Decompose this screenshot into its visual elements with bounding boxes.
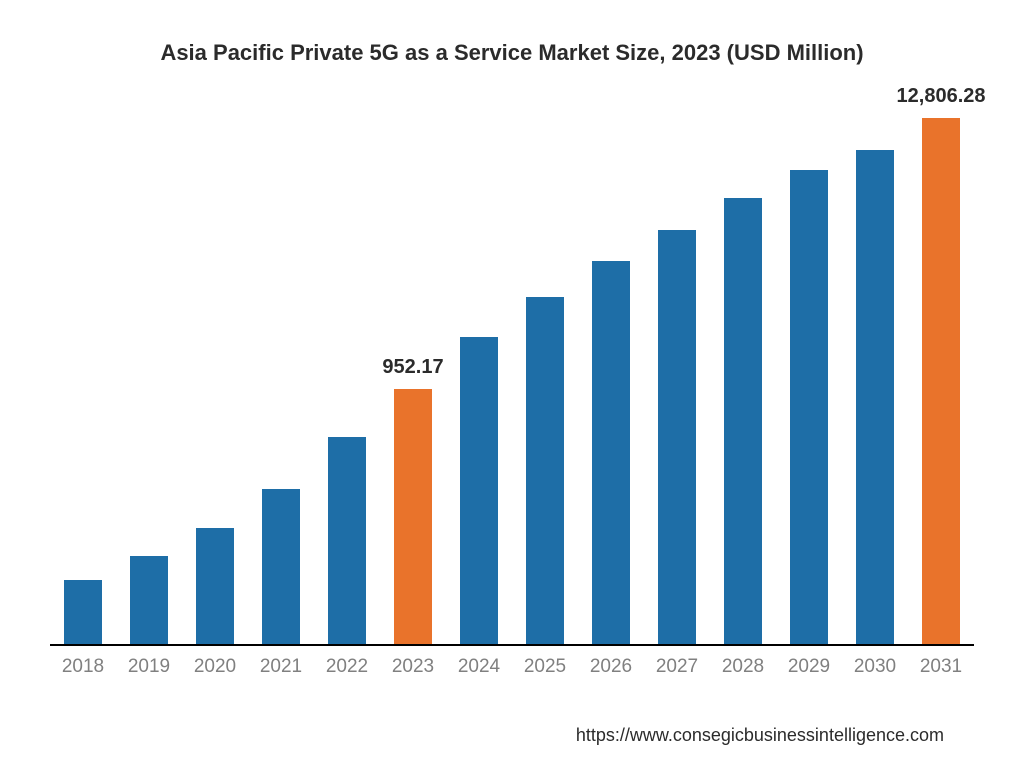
bar <box>526 297 564 644</box>
bars-group: 952.17 12,806.28 <box>50 106 974 644</box>
bar <box>658 230 696 644</box>
bar-slot <box>248 106 314 644</box>
x-axis-label: 2024 <box>446 656 512 678</box>
bar <box>394 389 432 644</box>
bar <box>592 261 630 644</box>
x-axis-label: 2030 <box>842 656 908 678</box>
x-axis-label: 2018 <box>50 656 116 678</box>
x-axis-label: 2027 <box>644 656 710 678</box>
bar <box>460 337 498 644</box>
x-axis-label: 2020 <box>182 656 248 678</box>
x-axis-labels: 2018201920202021202220232024202520262027… <box>50 656 974 678</box>
x-axis-label: 2029 <box>776 656 842 678</box>
plot-area: 952.17 12,806.28 <box>50 106 974 646</box>
x-axis-label: 2022 <box>314 656 380 678</box>
bar <box>64 580 102 644</box>
x-axis-label: 2026 <box>578 656 644 678</box>
bar <box>262 489 300 644</box>
bar-slot <box>644 106 710 644</box>
bar-slot <box>116 106 182 644</box>
bar-slot <box>710 106 776 644</box>
x-axis-label: 2031 <box>908 656 974 678</box>
bar <box>790 170 828 644</box>
bar-slot <box>446 106 512 644</box>
x-axis-label: 2019 <box>116 656 182 678</box>
bar-slot <box>512 106 578 644</box>
bar-slot: 952.17 <box>380 106 446 644</box>
x-axis-label: 2023 <box>380 656 446 678</box>
chart-title: Asia Pacific Private 5G as a Service Mar… <box>50 40 974 66</box>
bar-slot <box>776 106 842 644</box>
bar-slot <box>578 106 644 644</box>
bar <box>130 556 168 644</box>
source-url: https://www.consegicbusinessintelligence… <box>576 725 944 746</box>
bar <box>724 198 762 644</box>
x-axis-label: 2021 <box>248 656 314 678</box>
bar <box>856 150 894 644</box>
bar-slot <box>182 106 248 644</box>
bar-value-label: 12,806.28 <box>895 85 987 108</box>
bar <box>328 437 366 644</box>
bar-slot <box>842 106 908 644</box>
chart-container: Asia Pacific Private 5G as a Service Mar… <box>0 0 1024 768</box>
bar <box>196 528 234 644</box>
bar-slot <box>50 106 116 644</box>
bar <box>922 118 960 644</box>
x-axis-label: 2025 <box>512 656 578 678</box>
bar-slot: 12,806.28 <box>908 106 974 644</box>
x-axis-label: 2028 <box>710 656 776 678</box>
